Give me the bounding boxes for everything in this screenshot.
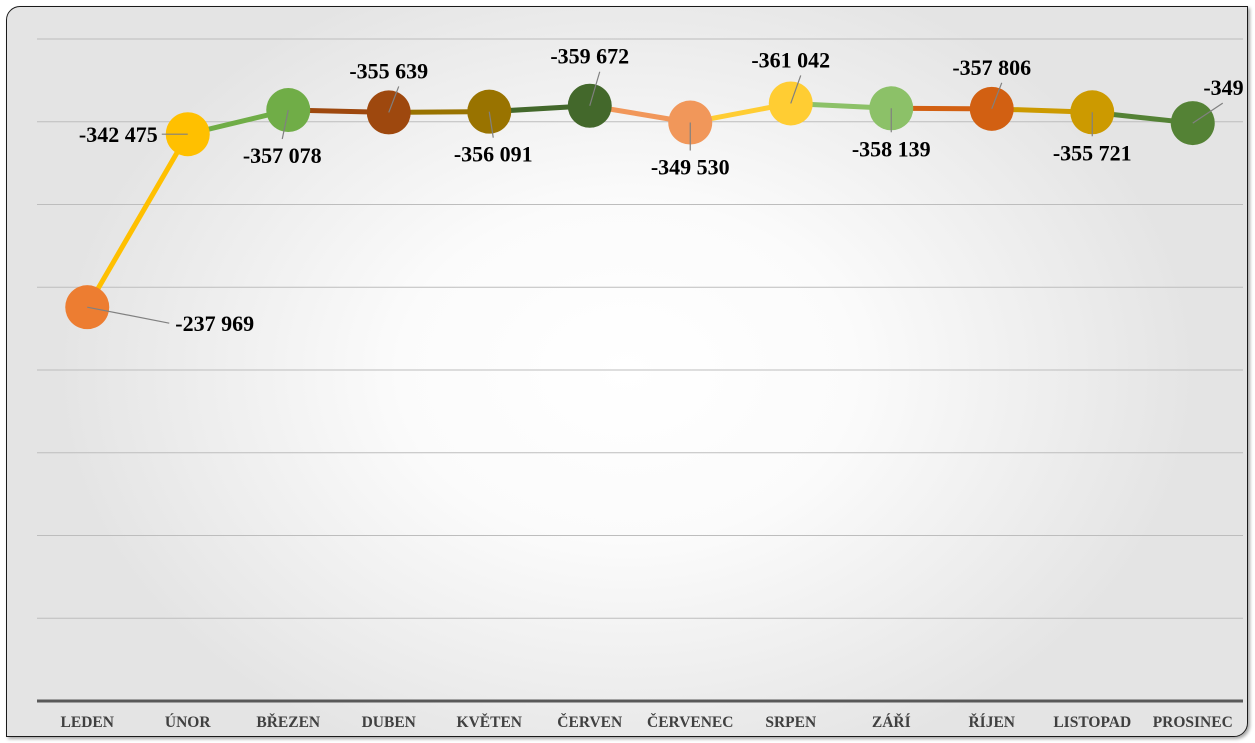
data-label: -361 042: [751, 47, 830, 72]
category-tick-label: ZÁŘÍ: [872, 714, 911, 731]
series-segment: [84, 131, 191, 310]
category-tick-label: KVĚTEN: [457, 714, 522, 731]
category-tick-label: SRPEN: [765, 714, 816, 731]
data-label: -359 672: [550, 44, 629, 69]
leader-lines: [87, 71, 1224, 324]
data-label: -349 203: [1203, 75, 1248, 100]
data-label: -357 078: [243, 143, 322, 168]
line-chart: -237 969 -342 475 -357 078 -355 639 -356 091…: [37, 38, 1248, 731]
chart-frame: -237 969 -342 475 -357 078 -355 639 -356 091…: [6, 6, 1248, 737]
category-tick-label: LISTOPAD: [1053, 714, 1131, 731]
data-point: [1070, 90, 1115, 135]
leader-line: [1192, 102, 1224, 124]
category-tick-label: ČERVEN: [557, 714, 622, 731]
category-axis: LEDEN ÚNOR BŘEZEN DUBEN KVĚTEN ČERVEN ČERVENEC…: [61, 714, 1233, 731]
data-label: -342 475: [79, 122, 158, 147]
leader-line: [790, 75, 802, 104]
category-tick-label: DUBEN: [362, 714, 416, 731]
data-label: -355 721: [1053, 140, 1132, 165]
data-label: -349 530: [651, 155, 730, 180]
data-label: -358 139: [852, 136, 931, 161]
category-tick-label: ŘÍJEN: [968, 714, 1015, 731]
category-tick-label: ÚNOR: [165, 714, 211, 731]
leader-line: [87, 306, 170, 324]
series-line: [84, 100, 1196, 310]
gridlines: [37, 38, 1243, 703]
data-label: -357 806: [952, 55, 1031, 80]
category-tick-label: BŘEZEN: [256, 714, 320, 731]
data-points: [65, 81, 1215, 330]
data-label: -355 639: [349, 58, 428, 83]
category-tick-label: ČERVENEC: [647, 714, 733, 731]
leader-line: [589, 71, 601, 106]
category-tick-label: LEDEN: [61, 714, 114, 731]
leader-line: [488, 111, 494, 138]
leader-line: [281, 109, 289, 140]
data-label: -237 969: [175, 311, 254, 336]
data-labels: -237 969 -342 475 -357 078 -355 639 -356 091…: [79, 44, 1248, 336]
category-tick-label: PROSINEC: [1153, 714, 1233, 731]
data-label: -356 091: [454, 142, 533, 167]
leader-line: [991, 82, 1003, 110]
leader-line: [388, 86, 400, 113]
